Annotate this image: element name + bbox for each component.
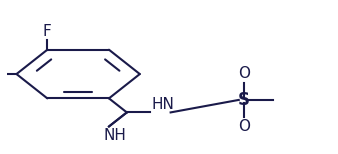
Text: F: F <box>43 24 52 39</box>
Text: O: O <box>238 66 250 81</box>
Text: S: S <box>238 91 250 109</box>
Text: O: O <box>238 119 250 134</box>
Text: NH: NH <box>103 128 126 143</box>
Text: HN: HN <box>151 97 174 112</box>
